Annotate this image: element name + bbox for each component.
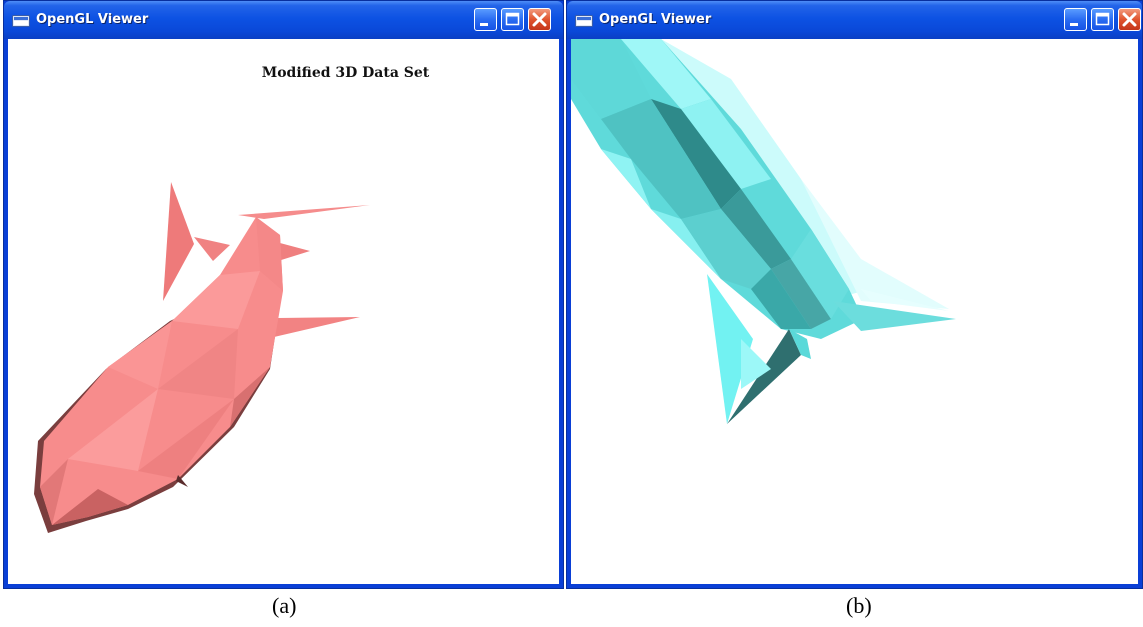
maximize-button[interactable] xyxy=(501,8,524,31)
close-button[interactable] xyxy=(528,8,551,31)
title-bar[interactable]: OpenGL Viewer xyxy=(4,1,563,39)
title-bar[interactable]: OpenGL Viewer xyxy=(567,1,1142,39)
close-icon xyxy=(1122,12,1137,27)
opengl-viewer-window-b: OpenGL Viewer xyxy=(566,0,1143,589)
window-app-icon[interactable] xyxy=(12,15,30,27)
scene-title: Modified 3D Data Set xyxy=(261,65,430,81)
close-button[interactable] xyxy=(1118,8,1141,31)
maximize-icon xyxy=(505,12,520,26)
minimize-button[interactable] xyxy=(1064,8,1087,31)
minimize-icon xyxy=(480,23,488,26)
window-title: OpenGL Viewer xyxy=(599,12,712,27)
close-icon xyxy=(532,12,547,27)
maximize-button[interactable] xyxy=(1091,8,1114,31)
maximize-icon xyxy=(1095,12,1110,26)
opengl-canvas[interactable] xyxy=(571,39,1138,584)
minimize-button[interactable] xyxy=(474,8,497,31)
opengl-viewer-window-a: OpenGL Viewer Modified 3D Data Set xyxy=(3,0,564,589)
shark-model-render xyxy=(571,39,956,424)
window-title: OpenGL Viewer xyxy=(36,12,149,27)
opengl-canvas[interactable]: Modified 3D Data Set xyxy=(8,39,559,584)
shark-model-render xyxy=(34,182,370,533)
minimize-icon xyxy=(1070,23,1078,26)
window-app-icon[interactable] xyxy=(575,15,593,27)
figure-caption-b: (b) xyxy=(846,593,872,618)
figure-caption-a: (a) xyxy=(272,593,297,618)
